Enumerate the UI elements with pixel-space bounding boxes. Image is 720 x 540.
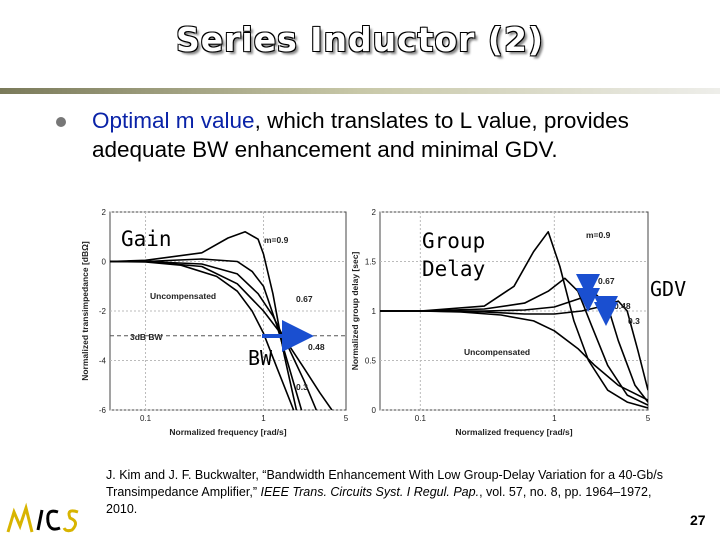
bullet-rest: , which translates to L value, provides … (92, 108, 629, 162)
y-tick-label: 2 (372, 208, 377, 217)
chart-annotation: Uncompensated (464, 347, 530, 357)
title-divider (0, 88, 720, 94)
chart-annotation: m=0.9 (264, 235, 289, 245)
y-tick-label: -4 (99, 357, 107, 366)
y-tick-label: 0 (102, 258, 107, 267)
y-tick-label: 0.5 (365, 357, 377, 366)
bullet-highlight: Optimal m value (92, 108, 255, 133)
y-tick-label: 1.5 (365, 258, 377, 267)
x-tick-label: 0.1 (140, 414, 152, 423)
chart-annotation: Uncompensated (150, 291, 216, 301)
reference-journal: IEEE Trans. Circuits Syst. I Regul. Pap. (260, 485, 480, 499)
series-line-0-67 (380, 277, 648, 406)
chart-annotation: 0.48 (308, 342, 325, 352)
reference-authors-title: J. Kim and J. F. Buckwalter, “Bandwidth … (106, 468, 663, 499)
y-tick-label: 2 (102, 208, 107, 217)
series-line-uncompensated (380, 310, 648, 401)
x-tick-label: 5 (646, 414, 651, 423)
series-line-0-48 (110, 260, 318, 410)
series-line-m-0-9 (380, 231, 648, 409)
chart-annotation: 3dB BW (130, 332, 164, 342)
chart-annotation: 0.67 (296, 294, 313, 304)
bw-label: BW (248, 346, 273, 370)
reference-volume: , vol. 57, no. 8, pp. 1964–1972, 2010. (106, 485, 652, 516)
reference-citation: J. Kim and J. F. Buckwalter, “Bandwidth … (106, 467, 666, 518)
x-tick-label: 5 (344, 414, 349, 423)
chart-annotation: m=0.9 (586, 230, 611, 240)
series-line-m-0-9 (110, 231, 298, 410)
chart-annotation: 0.48 (614, 301, 631, 311)
slide-title: Series Inductor (2) (175, 20, 545, 59)
series-line-0-67 (110, 258, 303, 410)
series-line-uncompensated (110, 260, 295, 410)
chart-2: 2 1.5 1 0.5 0 0.1 1 5 Normalized frequency [rad/… (350, 208, 651, 437)
x-tick-label: 1 (261, 414, 266, 423)
y-tick-label: 0 (372, 406, 377, 415)
chart-1: 2 0 -2 -4 -6 0.1 1 5 Normalized frequency [rad/s… (80, 208, 349, 437)
x-tick-label: 1 (552, 414, 557, 423)
gain-label: Gain (121, 227, 172, 251)
bullet-text: Optimal m value, which translates to L v… (92, 106, 682, 164)
y-tick-label: -6 (99, 406, 107, 415)
bullet-icon (56, 117, 66, 127)
chart-annotation: 0.67 (598, 276, 615, 286)
mics-logo (6, 502, 79, 533)
x-axis-label: Normalized frequency [rad/s] (455, 427, 572, 437)
y-tick-label: -2 (99, 307, 107, 316)
x-tick-label: 0.1 (415, 414, 427, 423)
x-axis-label: Normalized frequency [rad/s] (169, 427, 286, 437)
chart-annotation: 0.3 (628, 316, 640, 326)
y-axis-label: Normalized group delay [sec] (350, 252, 360, 371)
group-delay-label: Group Delay (422, 229, 486, 281)
y-tick-label: 1 (372, 307, 377, 316)
page-number: 27 (690, 512, 706, 528)
chart-annotation: 0.3 (296, 382, 308, 392)
gdv-label: GDV (650, 277, 687, 301)
y-axis-label: Normalized transimpedance [dBΩ] (80, 241, 90, 381)
